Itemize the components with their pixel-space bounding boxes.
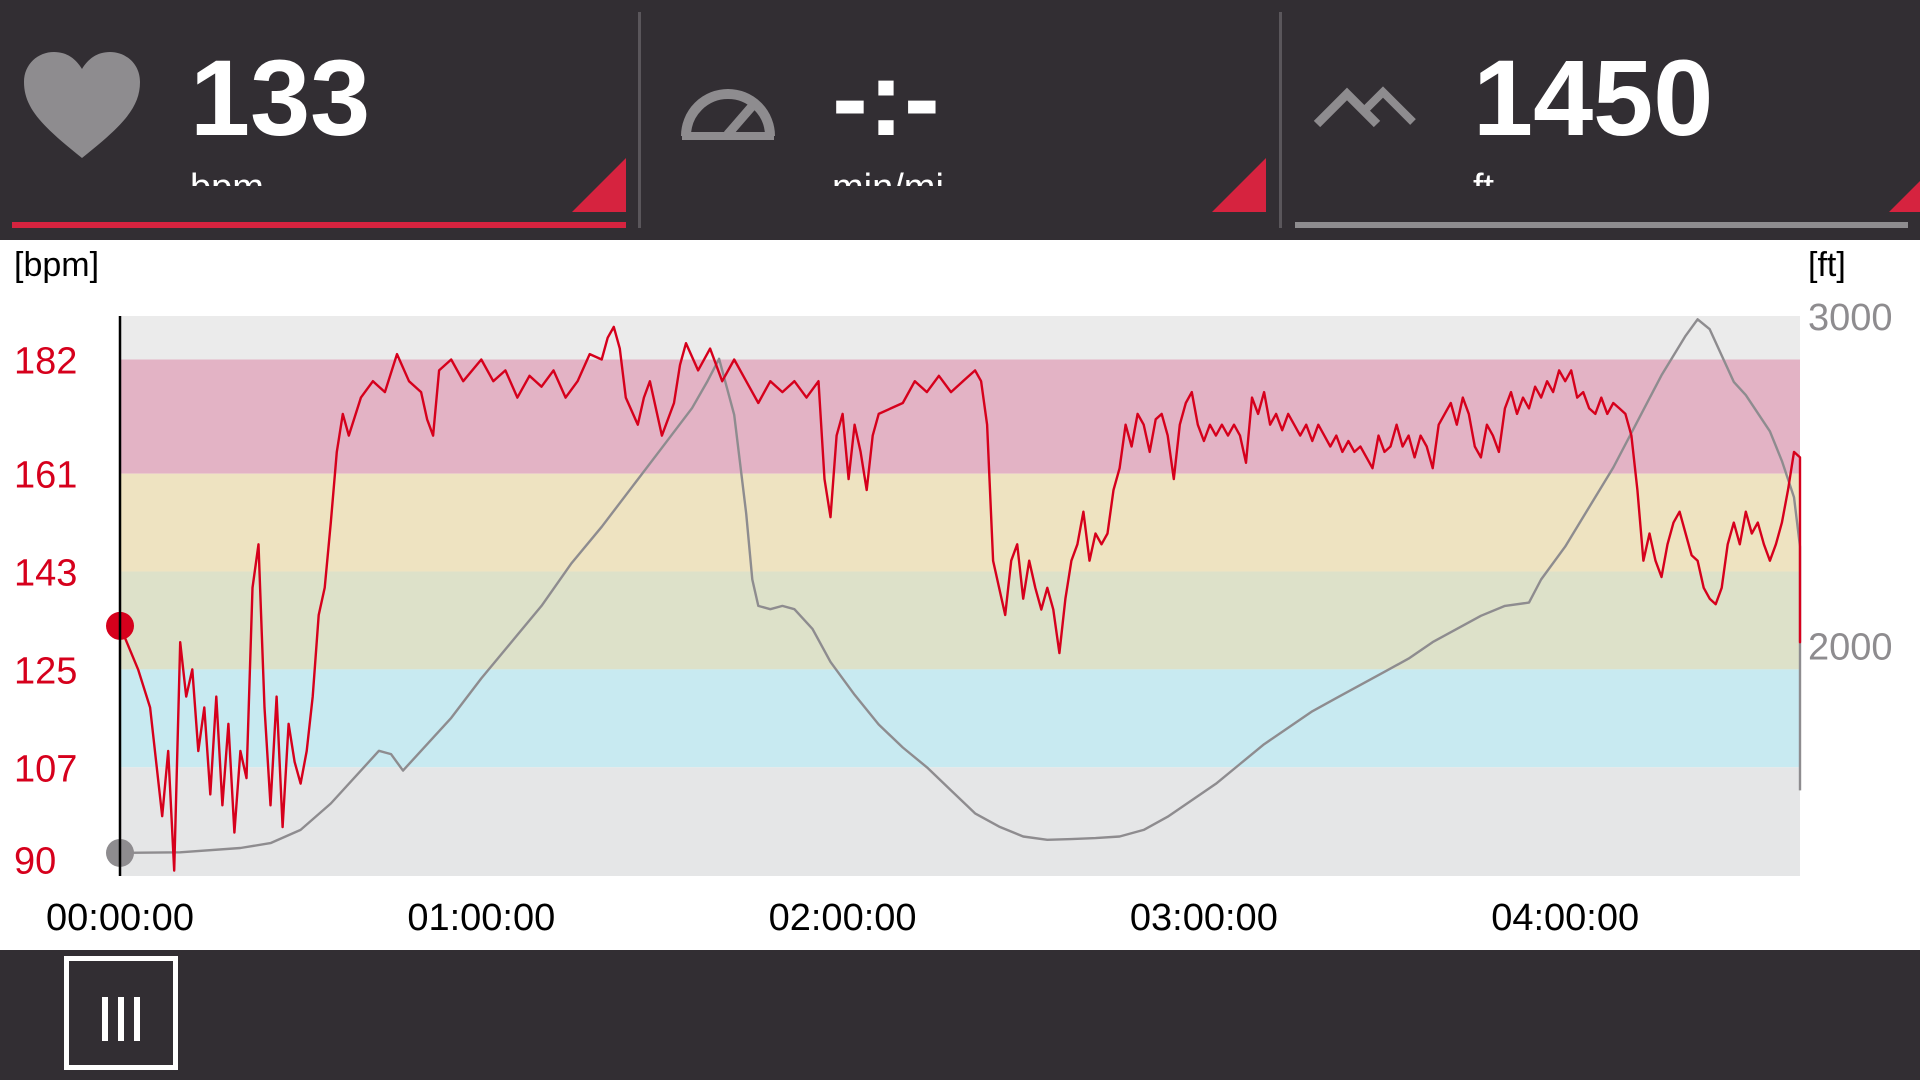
altitude-underline: [1295, 222, 1908, 228]
hr-zone-band: [120, 571, 1800, 670]
hr-zone-band: [120, 316, 1800, 360]
menu-lines-icon-bar: [118, 997, 124, 1041]
left-tick-label: 143: [14, 553, 77, 595]
tile-divider: [638, 12, 641, 228]
metrics-bar: 133 bpm -:- min/mi 1450 ft: [0, 0, 1920, 240]
heart-rate-unit: bpm: [190, 164, 264, 186]
x-tick-label: 00:00:00: [46, 897, 194, 939]
menu-lines-icon: [102, 997, 108, 1041]
x-tick-label: 01:00:00: [407, 897, 555, 939]
tile-corner-indicator: [1212, 158, 1266, 212]
x-tick-label: 03:00:00: [1130, 897, 1278, 939]
hr-altitude-chart: [bpm] [ft] 90 107 125 143 161 182 2000 3000 00…: [14, 246, 1893, 939]
hr-zone-band: [120, 473, 1800, 572]
tile-divider: [1279, 12, 1282, 228]
left-axis-label: [bpm]: [14, 246, 99, 284]
x-tick-label: 02:00:00: [769, 897, 917, 939]
altitude-tile[interactable]: 1450 ft: [1283, 0, 1920, 240]
chart-area: [bpm] [ft] 90 107 125 143 161 182 2000 3000 00…: [0, 240, 1920, 950]
right-axis-label: [ft]: [1808, 246, 1846, 284]
right-tick-label: 2000: [1808, 626, 1893, 668]
heart-rate-value: 133: [190, 37, 371, 158]
hr-zone-band: [120, 767, 1800, 876]
heart-rate-tile[interactable]: 133 bpm: [0, 0, 636, 240]
altitude-value: 1450: [1473, 37, 1714, 158]
altitude-unit: ft: [1473, 164, 1494, 186]
left-tick-label: 90: [14, 841, 56, 883]
right-tick-label: 3000: [1808, 297, 1893, 339]
left-tick-label: 182: [14, 340, 77, 382]
hr-zone-band: [120, 359, 1800, 474]
menu-button[interactable]: [64, 956, 178, 1070]
pace-value: -:-: [832, 37, 940, 158]
speedometer-icon: [681, 89, 775, 140]
tile-corner-indicator: [1889, 158, 1920, 212]
mountain-icon: [1313, 86, 1416, 128]
heart-rate-series: [118, 325, 1802, 872]
left-tick-label: 125: [14, 650, 77, 692]
heart-icon: [24, 52, 140, 158]
x-tick-label: 04:00:00: [1491, 897, 1639, 939]
altitude-series: [119, 318, 1802, 855]
selected-underline: [12, 222, 626, 228]
menu-lines-icon-bar: [134, 997, 140, 1041]
pace-unit: min/mi: [832, 164, 944, 186]
hr-zone-band: [120, 669, 1800, 768]
pace-tile[interactable]: -:- min/mi: [642, 0, 1278, 240]
left-tick-label: 161: [14, 455, 77, 497]
bottom-bar: [0, 950, 1920, 1080]
tile-corner-indicator: [572, 158, 626, 212]
left-tick-label: 107: [14, 748, 77, 790]
